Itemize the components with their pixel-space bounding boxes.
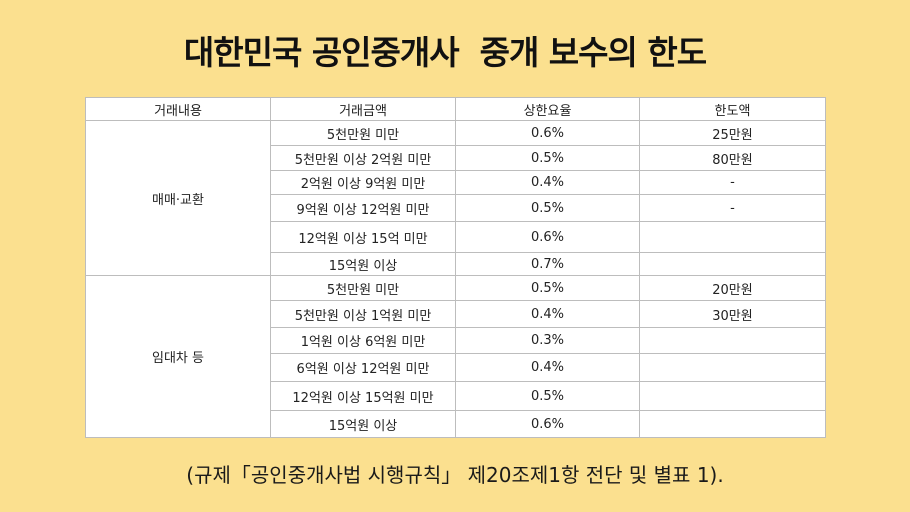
amount-cell: 1억원 이상 6억원 미만 <box>270 327 456 354</box>
amount-cell: 12억원 이상 15억원 미만 <box>270 381 456 411</box>
amount-cell: 15억원 이상 <box>270 252 456 276</box>
fee-table: 거래내용 거래금액 상한요율 한도액 매매·교환 5천만원 미만 0.6% 25… <box>85 97 826 438</box>
header-limit-amount: 한도액 <box>639 97 826 121</box>
rate-cell: 0.3% <box>455 327 640 354</box>
table-row: 12억원 이상 15억 미만 0.6% <box>86 221 826 253</box>
table-row: 1억원 이상 6억원 미만 0.3% <box>86 327 826 354</box>
rate-cell: 0.4% <box>455 170 640 195</box>
amount-cell: 5천만원 이상 2억원 미만 <box>270 145 456 171</box>
rate-cell: 0.5% <box>455 194 640 222</box>
limit-cell <box>639 410 826 438</box>
limit-cell <box>639 327 826 354</box>
page-title: 대한민국 공인중개사 중개 보수의 한도 <box>183 33 707 72</box>
amount-cell: 9억원 이상 12억원 미만 <box>270 194 456 222</box>
rate-cell: 0.5% <box>455 381 640 411</box>
header-transaction-type: 거래내용 <box>85 97 271 121</box>
limit-cell <box>639 221 826 253</box>
rate-cell: 0.4% <box>455 300 640 328</box>
table-row: 5천만원 이상 1억원 미만 0.4% 30만원 <box>86 300 826 328</box>
amount-cell: 5천만원 이상 1억원 미만 <box>270 300 456 328</box>
amount-cell: 6억원 이상 12억원 미만 <box>270 353 456 382</box>
table-row: 5천만원 이상 2억원 미만 0.5% 80만원 <box>86 145 826 171</box>
rate-cell: 0.7% <box>455 252 640 276</box>
table-row: 매매·교환 5천만원 미만 0.6% 25만원 <box>85 120 826 276</box>
rate-cell: 0.5% <box>455 275 640 301</box>
category-cell: 매매·교환 <box>85 120 271 276</box>
amount-cell: 15억원 이상 <box>270 410 456 438</box>
amount-cell: 2억원 이상 9억원 미만 <box>270 170 456 195</box>
rate-cell: 0.6% <box>455 221 640 253</box>
limit-cell <box>639 353 826 382</box>
table-row: 12억원 이상 15억원 미만 0.5% <box>86 381 826 411</box>
table-row: 2억원 이상 9억원 미만 0.4% - <box>86 170 826 195</box>
limit-cell: 20만원 <box>639 275 826 301</box>
limit-cell <box>639 381 826 411</box>
amount-cell: 5천만원 미만 <box>270 120 456 146</box>
limit-cell <box>639 252 826 276</box>
header-transaction-amount: 거래금액 <box>270 97 456 121</box>
category-cell: 임대차 등 <box>85 275 271 438</box>
rate-cell: 0.6% <box>455 410 640 438</box>
rate-cell: 0.6% <box>455 120 640 146</box>
rate-cell: 0.4% <box>455 353 640 382</box>
amount-cell: 12억원 이상 15억 미만 <box>270 221 456 253</box>
limit-cell: 25만원 <box>639 120 826 146</box>
amount-cell: 5천만원 미만 <box>270 275 456 301</box>
table-row: 9억원 이상 12억원 미만 0.5% - <box>86 194 826 222</box>
limit-cell: - <box>639 194 826 222</box>
header-max-rate: 상한요율 <box>455 97 640 121</box>
regulation-caption: (규제「공인중개사법 시행규칙」 제20조제1항 전단 및 별표 1). <box>186 463 724 487</box>
limit-cell: 30만원 <box>639 300 826 328</box>
table-row: 15억원 이상 0.6% <box>86 410 826 438</box>
table-header-row: 거래내용 거래금액 상한요율 한도액 <box>85 97 826 121</box>
limit-cell: 80만원 <box>639 145 826 171</box>
rate-cell: 0.5% <box>455 145 640 171</box>
limit-cell: - <box>639 170 826 195</box>
table-row: 임대차 등 5천만원 미만 0.5% 20만원 <box>85 275 826 438</box>
